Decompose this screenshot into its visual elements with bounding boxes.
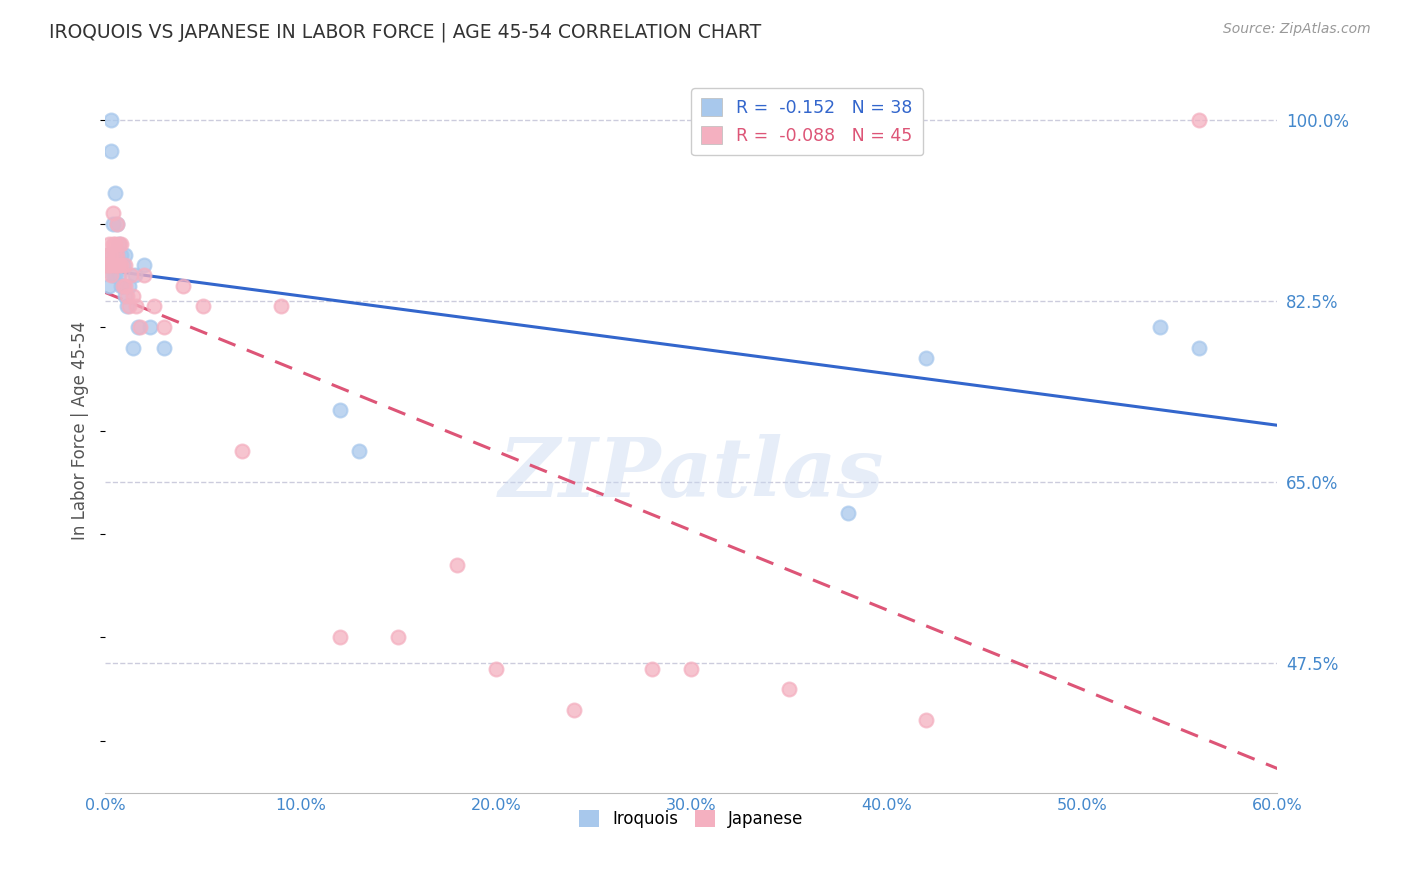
Point bbox=[914, 713, 936, 727]
Point bbox=[914, 351, 936, 366]
Point bbox=[100, 113, 122, 128]
Point bbox=[1188, 113, 1211, 128]
Point bbox=[191, 300, 214, 314]
Point bbox=[172, 278, 194, 293]
Point bbox=[104, 248, 127, 262]
Point bbox=[111, 278, 134, 293]
Point bbox=[641, 661, 664, 675]
Point bbox=[153, 320, 176, 334]
Point bbox=[110, 248, 132, 262]
Point bbox=[121, 341, 143, 355]
Point bbox=[101, 206, 124, 220]
Point bbox=[562, 703, 585, 717]
Point bbox=[98, 278, 121, 293]
Point bbox=[108, 258, 131, 272]
Point bbox=[1149, 320, 1171, 334]
Point bbox=[98, 258, 121, 272]
Point bbox=[115, 289, 138, 303]
Point bbox=[134, 268, 156, 283]
Point bbox=[108, 237, 131, 252]
Point bbox=[485, 661, 508, 675]
Point bbox=[105, 217, 128, 231]
Point bbox=[100, 145, 122, 159]
Point bbox=[104, 186, 127, 200]
Point bbox=[114, 258, 136, 272]
Point bbox=[108, 258, 131, 272]
Point bbox=[111, 278, 134, 293]
Point bbox=[270, 300, 292, 314]
Point bbox=[347, 444, 370, 458]
Point bbox=[329, 403, 352, 417]
Point bbox=[100, 258, 122, 272]
Point bbox=[114, 278, 136, 293]
Point bbox=[98, 237, 121, 252]
Legend: Iroquois, Japanese: Iroquois, Japanese bbox=[572, 804, 810, 835]
Text: IROQUOIS VS JAPANESE IN LABOR FORCE | AGE 45-54 CORRELATION CHART: IROQUOIS VS JAPANESE IN LABOR FORCE | AG… bbox=[49, 22, 762, 42]
Point bbox=[96, 248, 118, 262]
Point bbox=[127, 320, 149, 334]
Point bbox=[134, 258, 156, 272]
Point bbox=[104, 258, 127, 272]
Point bbox=[101, 237, 124, 252]
Point bbox=[104, 258, 127, 272]
Point bbox=[231, 444, 253, 458]
Point bbox=[105, 217, 128, 231]
Point bbox=[387, 631, 409, 645]
Point bbox=[111, 258, 134, 272]
Point bbox=[105, 258, 128, 272]
Point bbox=[153, 341, 176, 355]
Point bbox=[105, 258, 128, 272]
Point bbox=[105, 248, 128, 262]
Point bbox=[101, 217, 124, 231]
Point bbox=[329, 631, 352, 645]
Point bbox=[110, 278, 132, 293]
Point bbox=[114, 248, 136, 262]
Point bbox=[110, 258, 132, 272]
Y-axis label: In Labor Force | Age 45-54: In Labor Force | Age 45-54 bbox=[72, 321, 89, 540]
Point bbox=[837, 506, 859, 520]
Point bbox=[108, 237, 131, 252]
Text: Source: ZipAtlas.com: Source: ZipAtlas.com bbox=[1223, 22, 1371, 37]
Point bbox=[118, 300, 141, 314]
Point bbox=[104, 268, 127, 283]
Point bbox=[100, 248, 122, 262]
Point bbox=[778, 682, 800, 697]
Point bbox=[108, 268, 131, 283]
Point bbox=[96, 258, 118, 272]
Point bbox=[114, 289, 136, 303]
Point bbox=[105, 248, 128, 262]
Point bbox=[681, 661, 703, 675]
Point bbox=[110, 237, 132, 252]
Point bbox=[446, 558, 468, 572]
Point bbox=[98, 248, 121, 262]
Point bbox=[104, 248, 127, 262]
Point bbox=[124, 268, 146, 283]
Point bbox=[115, 300, 138, 314]
Point bbox=[120, 268, 142, 283]
Point bbox=[104, 237, 127, 252]
Point bbox=[118, 278, 141, 293]
Point bbox=[129, 320, 152, 334]
Point bbox=[143, 300, 166, 314]
Point bbox=[100, 258, 122, 272]
Point bbox=[96, 258, 118, 272]
Point bbox=[1188, 341, 1211, 355]
Point bbox=[100, 268, 122, 283]
Point bbox=[121, 289, 143, 303]
Point bbox=[125, 300, 148, 314]
Point bbox=[139, 320, 162, 334]
Point bbox=[101, 268, 124, 283]
Text: ZIPatlas: ZIPatlas bbox=[499, 434, 884, 514]
